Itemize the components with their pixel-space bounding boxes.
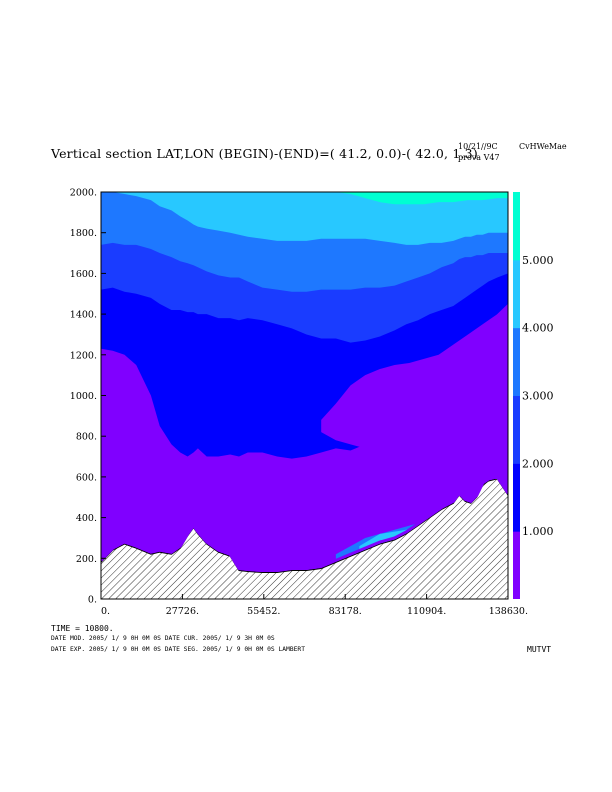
axes: 0. 200. 400. 600. 800. 1000. 1200. 1400. 1600. 18… bbox=[70, 188, 528, 618]
y-tick-label: 1000. bbox=[70, 391, 97, 402]
date-line-2: DATE EXP. 2005/ 1/ 9 0H 0M 0S DATE SEG. … bbox=[51, 646, 306, 653]
y-tick-label: 400. bbox=[76, 513, 97, 524]
colorbar-label: 1.000 bbox=[522, 525, 554, 538]
x-tick-label: 0. bbox=[101, 606, 110, 617]
x-tick-label: 55452. bbox=[247, 606, 280, 617]
run-tag: prova V47 bbox=[458, 153, 500, 162]
model-tag: CvHWeMae bbox=[519, 142, 567, 151]
colorbar-segment bbox=[513, 395, 520, 464]
x-tick-label: 110904. bbox=[407, 606, 446, 617]
y-tick-label: 1800. bbox=[70, 228, 97, 239]
colorbar-segment bbox=[513, 192, 520, 260]
chart-title: Vertical section LAT,LON (BEGIN)-(END)=(… bbox=[51, 146, 478, 161]
y-tick-label: 0. bbox=[88, 595, 97, 606]
x-tick-label: 27726. bbox=[166, 606, 199, 617]
contour-mid-patch bbox=[321, 303, 508, 457]
y-tick-label: 600. bbox=[76, 472, 97, 483]
y-tick-label: 800. bbox=[76, 432, 97, 443]
y-tick-label: 200. bbox=[76, 554, 97, 565]
colorbar-segment bbox=[513, 463, 520, 532]
y-tick-label: 1200. bbox=[70, 350, 97, 361]
colorbar-label: 2.000 bbox=[522, 457, 554, 470]
contour-top-patch bbox=[335, 192, 508, 205]
x-tick-label: 138630. bbox=[489, 606, 528, 617]
x-tick-label: 83178. bbox=[329, 606, 362, 617]
y-tick-label: 2000. bbox=[70, 188, 97, 199]
colorbar-label: 3.000 bbox=[522, 390, 554, 403]
colorbar-segment bbox=[513, 327, 520, 396]
date-tag: 10/21//9C bbox=[458, 142, 498, 151]
colorbar-segment bbox=[513, 259, 520, 328]
field-name: MUTVT bbox=[527, 645, 552, 654]
colorbar-segment bbox=[513, 531, 520, 599]
y-tick-label: 1600. bbox=[70, 269, 97, 280]
colorbar: 1.000 2.000 3.000 4.000 5.000 bbox=[513, 192, 554, 599]
colorbar-label: 5.000 bbox=[522, 254, 554, 267]
contour-band-0-1 bbox=[101, 303, 508, 599]
terrain-edge bbox=[101, 475, 508, 573]
terrain bbox=[101, 475, 508, 599]
time-line: TIME = 10800. bbox=[51, 624, 114, 633]
colorbar-label: 4.000 bbox=[522, 322, 554, 335]
date-line-1: DATE MOD. 2005/ 1/ 9 0H 0M 0S DATE CUR. … bbox=[51, 635, 275, 642]
y-tick-label: 1400. bbox=[70, 310, 97, 321]
